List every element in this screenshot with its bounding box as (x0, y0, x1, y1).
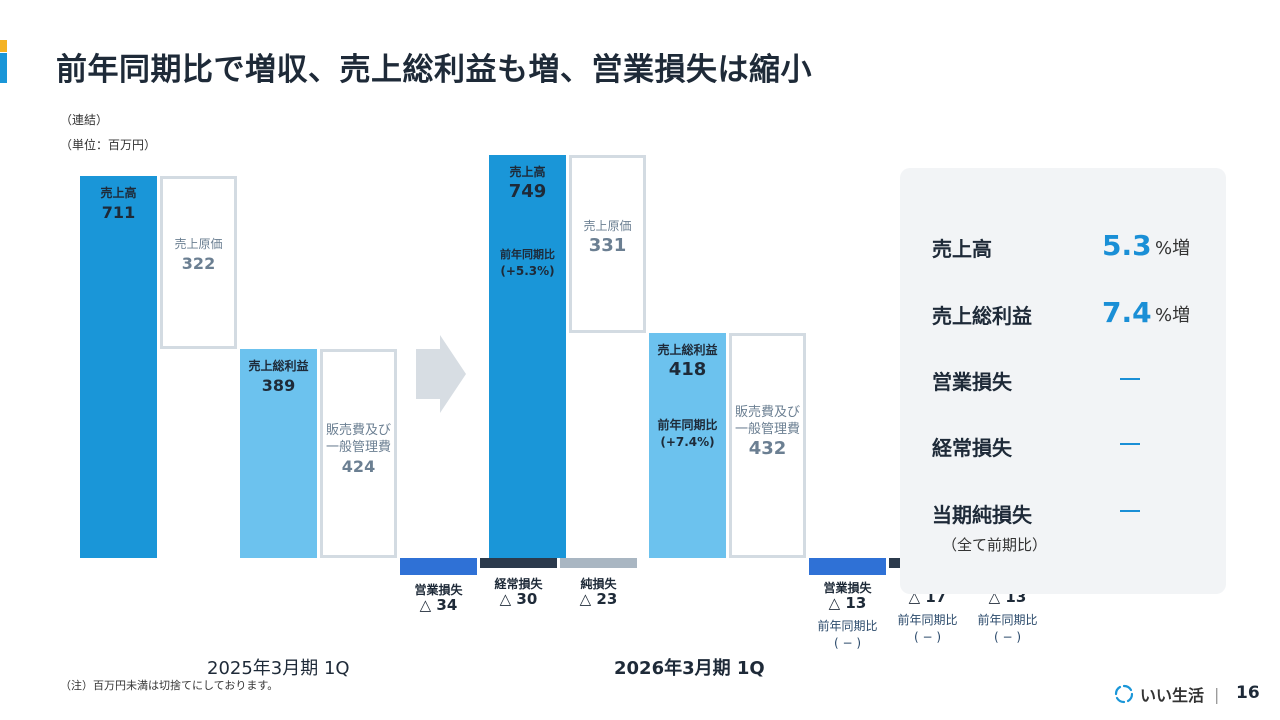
label-fy26-operating-loss: 営業損失 (823, 581, 872, 595)
accent-bar-blue (0, 53, 7, 83)
value-fy25-operating-loss: △ 34 (419, 596, 458, 614)
value-fy25-gross-profit: 389 (261, 375, 296, 395)
summary-label-operating-loss: 営業損失 (932, 370, 1012, 394)
footnote: （注）百万円未満は切捨てにしております。 (60, 679, 279, 692)
logo-text: いい生活 (1140, 686, 1205, 705)
yoy-fy26-net-loss: ( − ) (993, 630, 1022, 644)
bar-fy25-net-loss (560, 558, 637, 568)
company-logo: いい生活 | (1114, 682, 1219, 706)
summary-label-ordinary-loss: 経常損失 (932, 436, 1012, 460)
value-fy26-operating-loss: △ 13 (828, 594, 867, 612)
bar-fy26-cost-of-sales (569, 155, 646, 334)
value-fy26-sales: 749 (508, 181, 547, 203)
bar-fy25-cost-of-sales (160, 175, 237, 349)
page-title: 前年同期比で増収、売上総利益も増、営業損失は縮小 (56, 52, 812, 88)
label-fy25-sga-line1: 販売費及び (325, 422, 391, 438)
period-label-fy26: 2026年3月期 1Q (614, 658, 765, 679)
period-label-fy25: 2025年3月期 1Q (207, 658, 350, 679)
label-fy26-cost-of-sales: 売上原価 (583, 219, 632, 234)
yoy-label-fy26-sales: 前年同期比 (500, 248, 555, 262)
label-fy26-gross-profit: 売上総利益 (657, 343, 718, 358)
label-fy25-sga-line2: 一般管理費 (325, 439, 391, 455)
label-fy25-operating-loss: 営業損失 (414, 583, 463, 597)
bar-fy25-gross-profit (240, 348, 317, 558)
bar-fy26-sales (489, 155, 566, 558)
yoy-label-fy26-net-loss: 前年同期比 (977, 613, 1038, 627)
value-fy25-cost-of-sales: 322 (181, 254, 216, 274)
label-fy26-sga-line2: 一般管理費 (734, 422, 800, 438)
label-fy25-cost-of-sales: 売上原価 (174, 237, 223, 252)
bar-fy25-operating-loss (400, 558, 477, 575)
summary-value-gross-profit: 7.4 (1102, 296, 1152, 329)
value-fy25-ordinary-loss: △ 30 (499, 590, 538, 608)
label-fy25-ordinary-loss: 経常損失 (494, 577, 543, 591)
note-consolidated: （連結） (60, 113, 109, 127)
label-fy26-sga-line1: 販売費及び (734, 405, 800, 421)
bar-fy25-sales (80, 175, 157, 558)
bar-fy26-sga (729, 333, 806, 558)
yoy-fy26-operating-loss: ( − ) (833, 636, 862, 650)
bar-fy25-sga (320, 348, 397, 558)
summary-value-sales: 5.3 (1102, 229, 1152, 262)
label-fy25-sales: 売上高 (100, 185, 137, 200)
summary-label-sales: 売上高 (932, 237, 992, 261)
summary-unit-sales: %増 (1155, 238, 1191, 259)
yoy-label-fy26-ordinary-loss: 前年同期比 (897, 613, 958, 627)
value-fy26-cost-of-sales: 331 (588, 235, 627, 257)
bar-fy25-ordinary-loss (480, 558, 557, 568)
value-fy25-sga: 424 (341, 456, 376, 476)
summary-unit-gross-profit: %増 (1155, 305, 1191, 326)
bar-fy26-operating-loss (809, 558, 886, 575)
logo-divider: | (1214, 684, 1220, 704)
accent-bar-yellow (0, 40, 7, 52)
value-fy26-sga: 432 (748, 438, 787, 460)
yoy-fy26-gross-profit: (+7.4%) (660, 435, 715, 450)
page-number: 16 (1236, 683, 1260, 703)
summary-panel: 売上高 5.3 %増 売上総利益 7.4 %増 営業損失 経常損失 当期純損失 … (900, 168, 1226, 594)
summary-dash-net-loss (1120, 510, 1140, 512)
bar-fy26-gross-profit (649, 333, 726, 558)
value-fy26-gross-profit: 418 (668, 359, 707, 381)
yoy-fy26-ordinary-loss: ( − ) (913, 630, 942, 644)
value-fy25-sales: 711 (101, 202, 136, 222)
yoy-label-fy26-operating-loss: 前年同期比 (817, 619, 878, 633)
summary-label-gross-profit: 売上総利益 (932, 304, 1032, 328)
right-arrow-icon (416, 335, 466, 413)
summary-label-net-loss: 当期純損失 (932, 503, 1032, 527)
value-fy25-net-loss: △ 23 (579, 590, 618, 608)
yoy-fy26-sales: (+5.3%) (500, 264, 555, 279)
label-fy25-net-loss: 純損失 (580, 577, 617, 591)
summary-note: （全て前期比） (942, 536, 1048, 554)
label-fy25-gross-profit: 売上総利益 (248, 358, 309, 373)
summary-dash-operating-loss (1120, 378, 1140, 380)
summary-dash-ordinary-loss (1120, 443, 1140, 445)
label-fy26-sales: 売上高 (509, 165, 546, 180)
logo-mark-icon (1114, 684, 1134, 704)
note-unit: （単位：百万円） (60, 138, 157, 152)
yoy-label-fy26-gross-profit: 前年同期比 (657, 418, 718, 433)
